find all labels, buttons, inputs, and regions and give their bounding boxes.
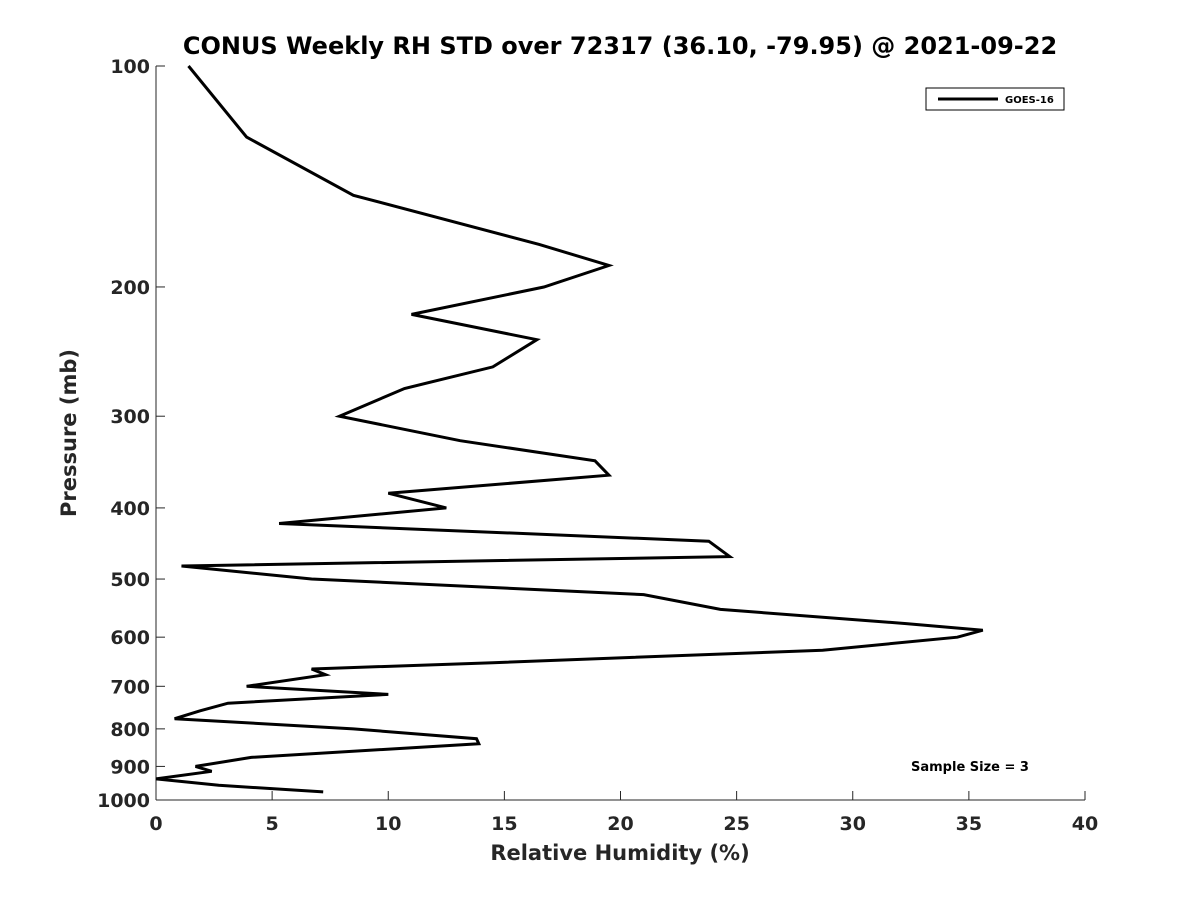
y-axis-label: Pressure (mb) [57, 349, 81, 517]
legend: GOES-16 [925, 87, 1065, 111]
x-tick-label: 35 [956, 813, 982, 835]
x-tick-label: 0 [149, 813, 162, 835]
x-axis-ticks: 0 5 10 15 20 25 30 35 40 [149, 791, 1098, 835]
series-layer [155, 65, 984, 794]
sample-size-annotation: Sample Size = 3 [911, 760, 1029, 775]
y-tick-label: 1000 [97, 790, 150, 812]
y-tick-label: 500 [110, 569, 150, 591]
y-tick-label: 600 [110, 627, 150, 649]
x-tick-label: 40 [1072, 813, 1098, 835]
y-tick-label: 800 [110, 719, 150, 741]
y-tick-label: 100 [110, 56, 150, 78]
y-axis-ticks: 100 200 300 400 500 600 700 800 900 1000 [97, 56, 165, 812]
x-tick-label: 20 [607, 813, 633, 835]
x-tick-label: 15 [491, 813, 517, 835]
series-line-goes-16 [155, 65, 984, 794]
y-tick-label: 200 [110, 277, 150, 299]
x-tick-label: 5 [266, 813, 279, 835]
x-tick-label: 10 [375, 813, 401, 835]
chart-title: CONUS Weekly RH STD over 72317 (36.10, -… [183, 32, 1057, 60]
y-tick-label: 300 [110, 406, 150, 428]
y-tick-label: 900 [110, 756, 150, 778]
x-tick-label: 30 [840, 813, 866, 835]
x-tick-label: 25 [723, 813, 749, 835]
y-tick-label: 400 [110, 498, 150, 520]
y-tick-label: 700 [110, 676, 150, 698]
legend-entry-goes-16: GOES-16 [1005, 95, 1054, 106]
x-axis-label: Relative Humidity (%) [490, 841, 749, 865]
